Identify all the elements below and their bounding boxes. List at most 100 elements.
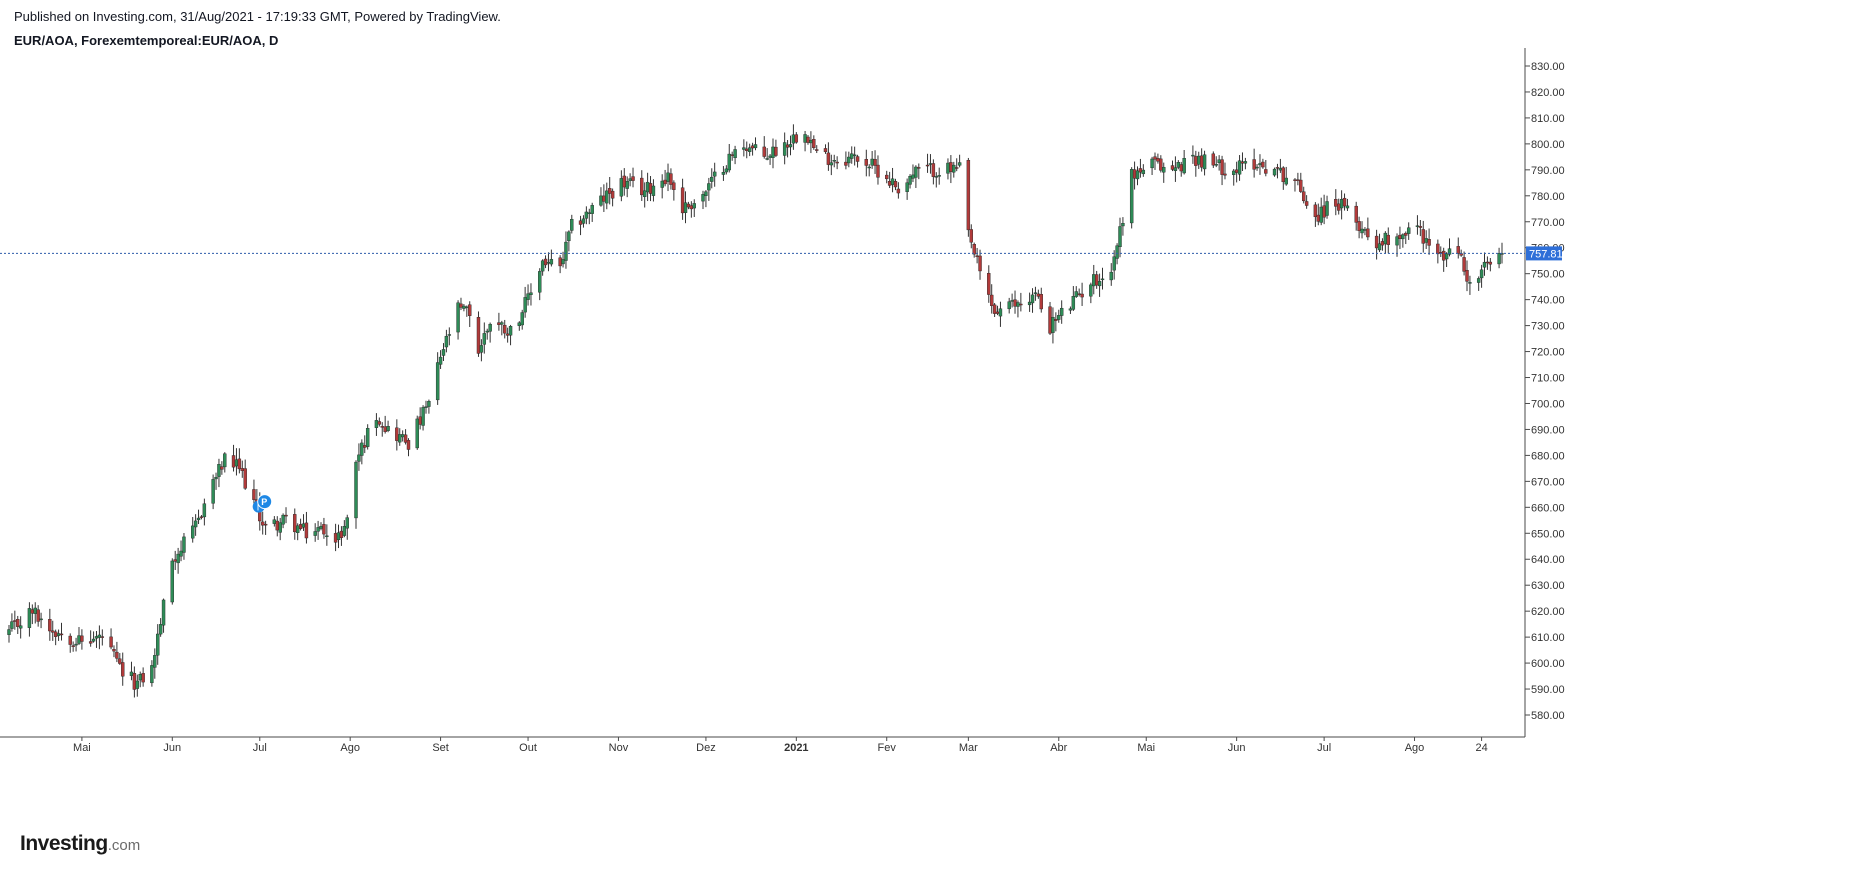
x-tick-label: Mai — [73, 742, 91, 754]
candle-body — [1234, 169, 1239, 173]
candle-body — [345, 517, 349, 529]
candle-body — [1424, 238, 1428, 243]
candle-body — [672, 182, 676, 190]
candle-body — [293, 514, 297, 533]
y-tick-label: 740.00 — [1531, 295, 1565, 307]
candle-body — [887, 181, 892, 186]
candle-body — [1444, 253, 1449, 260]
candle-body — [683, 202, 688, 213]
candle-body — [438, 356, 443, 365]
candle-body — [648, 183, 653, 194]
candle-body — [403, 434, 408, 443]
candle-body — [952, 164, 956, 173]
candle-body — [540, 260, 545, 272]
candle-body — [1436, 243, 1440, 255]
candle-body — [56, 633, 61, 636]
published-note: Published on Investing.com, 31/Aug/2021 … — [14, 9, 501, 24]
candle-body — [712, 171, 717, 177]
candle-body — [479, 345, 484, 353]
candle-body — [313, 531, 317, 536]
candle-body — [465, 306, 469, 309]
x-tick-label: 24 — [1475, 742, 1487, 754]
candle-body — [1456, 246, 1460, 254]
candle-body — [304, 522, 309, 539]
y-tick-label: 670.00 — [1531, 476, 1565, 488]
candle-body — [1304, 201, 1309, 206]
candle-body — [1325, 201, 1329, 216]
candle-body — [1036, 293, 1041, 297]
candle-body — [462, 305, 466, 309]
y-tick-label: 750.00 — [1531, 269, 1565, 281]
candle-body — [1176, 162, 1181, 168]
candle-body — [1386, 234, 1390, 245]
x-tick-label: Jun — [163, 742, 181, 754]
candle-body — [876, 164, 880, 178]
candle-body — [526, 293, 530, 300]
candle-body — [1162, 166, 1166, 173]
candle-body — [1339, 199, 1344, 209]
candle-body — [832, 160, 836, 162]
candle-body — [68, 635, 72, 645]
candle-body — [80, 635, 84, 642]
candle-body — [1048, 306, 1052, 334]
candle-body — [176, 553, 180, 564]
candle-body — [179, 550, 183, 557]
candle-body — [701, 194, 705, 202]
candle-body — [1007, 301, 1011, 310]
candle-body — [587, 212, 591, 214]
candle-body — [529, 292, 533, 295]
candle-body — [788, 144, 793, 148]
candle-body — [721, 172, 726, 175]
candle-body — [30, 609, 35, 614]
candle-body — [911, 174, 915, 179]
candle-body — [1199, 155, 1204, 168]
candle-body — [812, 139, 816, 149]
x-tick-label: Set — [432, 742, 449, 754]
candle-body — [1252, 159, 1256, 170]
event-letter: I — [257, 503, 260, 513]
candle-body — [815, 149, 819, 151]
candle-body — [1132, 169, 1137, 179]
candle-body — [774, 146, 778, 156]
candle-body — [642, 190, 647, 197]
candle-body — [59, 633, 64, 636]
candle-body — [497, 322, 501, 325]
candle-body — [1476, 278, 1481, 283]
candle-body — [1097, 281, 1102, 287]
candle-body — [1071, 296, 1076, 310]
candle-body — [51, 630, 55, 633]
candle-body — [129, 671, 134, 676]
candle-body — [1415, 225, 1420, 227]
candle-body — [1319, 206, 1323, 223]
candle-body — [1013, 299, 1017, 307]
candle-body — [342, 526, 347, 536]
candle-body — [1016, 302, 1020, 307]
candle-body — [1080, 293, 1084, 298]
candle-body — [850, 153, 854, 159]
event-letter: P — [261, 497, 267, 507]
y-tick-label: 720.00 — [1531, 347, 1565, 359]
candle-body — [605, 190, 609, 204]
candle-body — [747, 147, 752, 152]
candle-body — [1057, 315, 1061, 320]
candle-body — [1404, 232, 1408, 236]
candle-body — [844, 161, 848, 166]
candle-body — [1118, 226, 1122, 248]
candle-body — [36, 609, 40, 622]
candle-body — [791, 134, 796, 144]
candles-layer — [7, 124, 1504, 698]
candle-body — [1488, 261, 1493, 265]
candle-body — [400, 434, 405, 438]
candle-body — [415, 418, 419, 449]
candle-body — [231, 455, 236, 468]
candle-body — [1354, 205, 1358, 223]
candle-body — [1383, 232, 1388, 245]
y-tick-label: 630.00 — [1531, 580, 1565, 592]
candle-body — [211, 479, 215, 504]
candle-body — [669, 173, 673, 185]
candle-body — [33, 607, 37, 614]
candle-body — [295, 525, 300, 533]
candle-body — [602, 195, 606, 202]
candle-body — [427, 400, 431, 407]
